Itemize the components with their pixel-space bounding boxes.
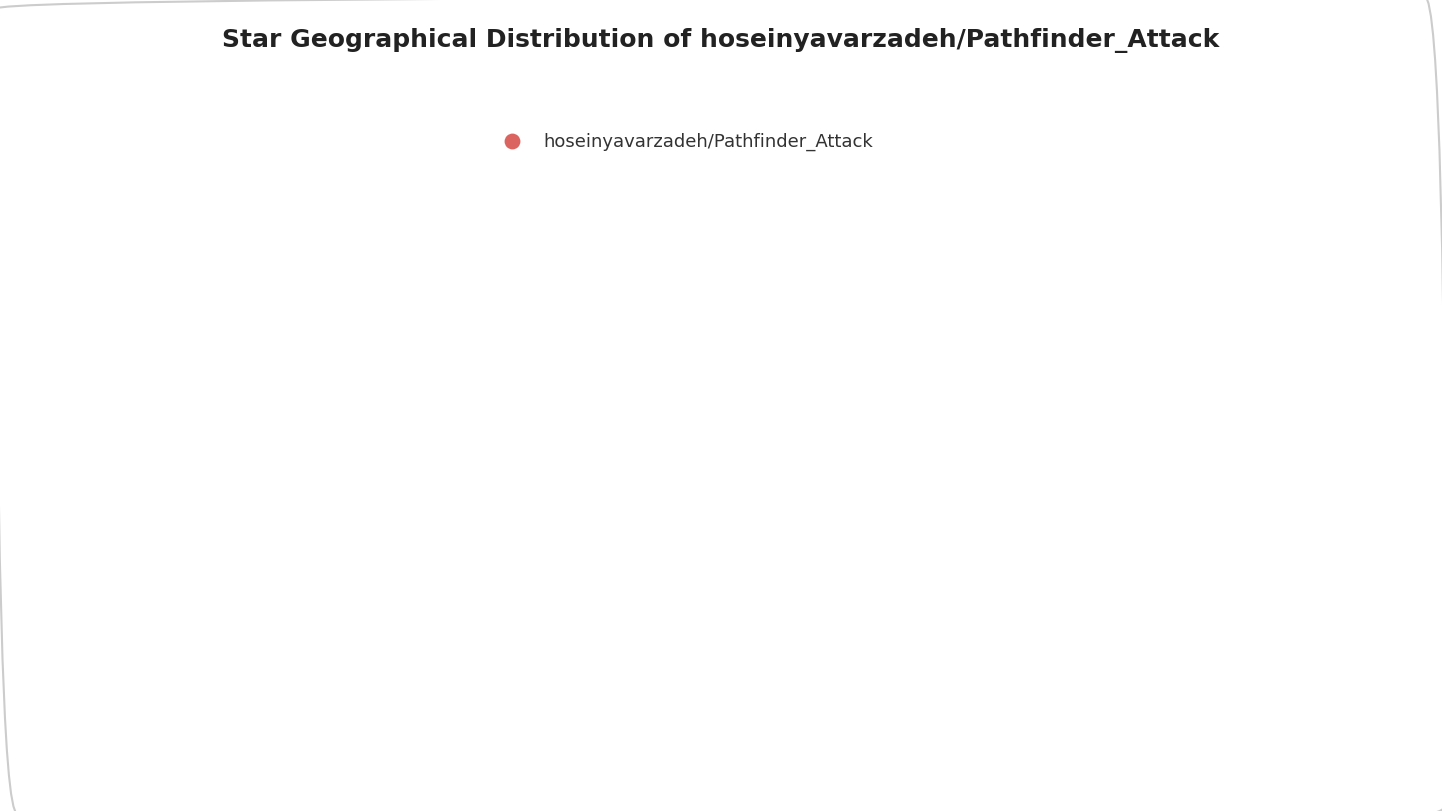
Text: hoseinyavarzadeh/Pathfinder_Attack: hoseinyavarzadeh/Pathfinder_Attack [544, 133, 874, 151]
Text: Star Geographical Distribution of hoseinyavarzadeh/Pathfinder_Attack: Star Geographical Distribution of hosein… [222, 28, 1220, 54]
Point [500, 135, 523, 148]
